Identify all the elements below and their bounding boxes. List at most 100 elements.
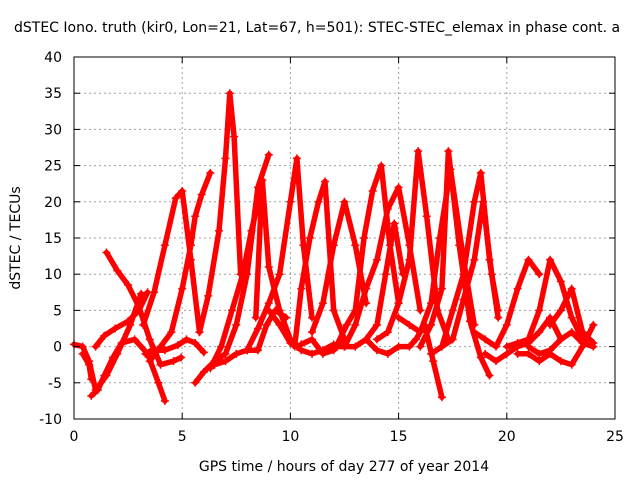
- data-point: [546, 346, 555, 355]
- data-point: [111, 324, 120, 333]
- data-point: [470, 197, 479, 206]
- data-point: [476, 353, 485, 362]
- data-point: [422, 212, 431, 221]
- data-point: [137, 289, 146, 298]
- chart-title: dSTEC Iono. truth (kir0, Lon=21, Lat=67,…: [14, 20, 620, 36]
- data-point: [383, 328, 392, 337]
- data-point: [589, 320, 598, 329]
- x-tick-label: 25: [606, 429, 624, 445]
- data-point: [321, 177, 330, 186]
- data-point: [455, 241, 464, 250]
- data-point: [156, 360, 165, 369]
- x-tick-label: 10: [281, 429, 299, 445]
- data-point: [427, 320, 436, 329]
- y-tick-label: 35: [44, 86, 62, 102]
- data-point: [437, 284, 446, 293]
- data-point: [351, 342, 360, 351]
- data-point: [485, 371, 494, 380]
- series-trace: [482, 314, 564, 364]
- data-point: [117, 338, 126, 347]
- data-point: [429, 357, 438, 366]
- y-axis-label: dSTEC / TECUs: [8, 186, 24, 289]
- data-point: [124, 281, 133, 290]
- data-point: [262, 320, 271, 329]
- x-tick-label: 5: [178, 429, 187, 445]
- series-6: [145, 168, 215, 366]
- data-point: [78, 349, 87, 358]
- data-point: [405, 255, 414, 264]
- data-point: [221, 357, 230, 366]
- data-point: [556, 335, 565, 344]
- data-point: [93, 386, 102, 395]
- data-point: [491, 342, 500, 351]
- y-tick-label: 0: [53, 340, 62, 356]
- data-point: [100, 371, 109, 380]
- data-point: [308, 335, 317, 344]
- data-point: [372, 346, 381, 355]
- data-point: [372, 255, 381, 264]
- data-point: [217, 342, 226, 351]
- data-point: [437, 342, 446, 351]
- data-point: [448, 335, 457, 344]
- data-point: [308, 349, 317, 358]
- data-point: [567, 284, 576, 293]
- data-point: [513, 284, 522, 293]
- data-point: [390, 219, 399, 228]
- data-point: [377, 161, 386, 170]
- data-point: [494, 313, 503, 322]
- data-point: [383, 205, 392, 214]
- data-point: [416, 342, 425, 351]
- data-point: [459, 270, 468, 279]
- data-point: [362, 335, 371, 344]
- data-point: [199, 348, 208, 357]
- data-point: [535, 357, 544, 366]
- data-point: [150, 288, 159, 297]
- data-point: [275, 270, 284, 279]
- y-tick-label: -5: [48, 376, 62, 392]
- data-point: [351, 241, 360, 250]
- data-point: [227, 306, 236, 315]
- data-point: [186, 241, 195, 250]
- data-point: [232, 320, 241, 329]
- data-point: [221, 349, 230, 358]
- y-tick-label: 15: [44, 231, 62, 247]
- data-point: [524, 342, 533, 351]
- data-point: [359, 234, 368, 242]
- ticks: 0 5 10 15 20 25 -10 -5 0 5 10 15 20 25 30 35 40: [39, 50, 624, 445]
- data-point: [113, 266, 122, 275]
- data-point: [173, 341, 182, 350]
- series-5: [139, 186, 204, 337]
- data-point: [478, 197, 487, 206]
- data-point: [427, 349, 436, 358]
- data-point: [275, 320, 284, 329]
- series-29: [513, 320, 598, 369]
- data-point: [206, 168, 215, 177]
- data-point: [567, 328, 576, 337]
- data-point: [567, 313, 576, 322]
- data-point: [381, 270, 390, 279]
- data-point: [329, 306, 338, 315]
- data-point: [411, 335, 420, 344]
- data-point: [214, 226, 223, 235]
- data-point: [466, 317, 475, 326]
- x-tick-label: 15: [390, 429, 408, 445]
- series-25: [437, 197, 503, 351]
- data-point: [394, 299, 403, 308]
- data-point: [342, 320, 351, 329]
- data-point: [318, 299, 327, 308]
- data-point: [351, 320, 360, 329]
- data-point: [513, 349, 522, 358]
- data-point: [238, 270, 247, 279]
- data-point: [204, 291, 213, 300]
- data-point: [535, 270, 544, 279]
- y-tick-label: 20: [44, 195, 62, 211]
- data-point: [139, 320, 148, 329]
- data-point: [206, 364, 215, 373]
- data-point: [362, 284, 371, 293]
- series-19: [329, 219, 407, 351]
- data-point: [221, 154, 230, 163]
- series-23: [416, 147, 494, 380]
- data-point: [178, 186, 187, 195]
- data-point: [318, 349, 327, 358]
